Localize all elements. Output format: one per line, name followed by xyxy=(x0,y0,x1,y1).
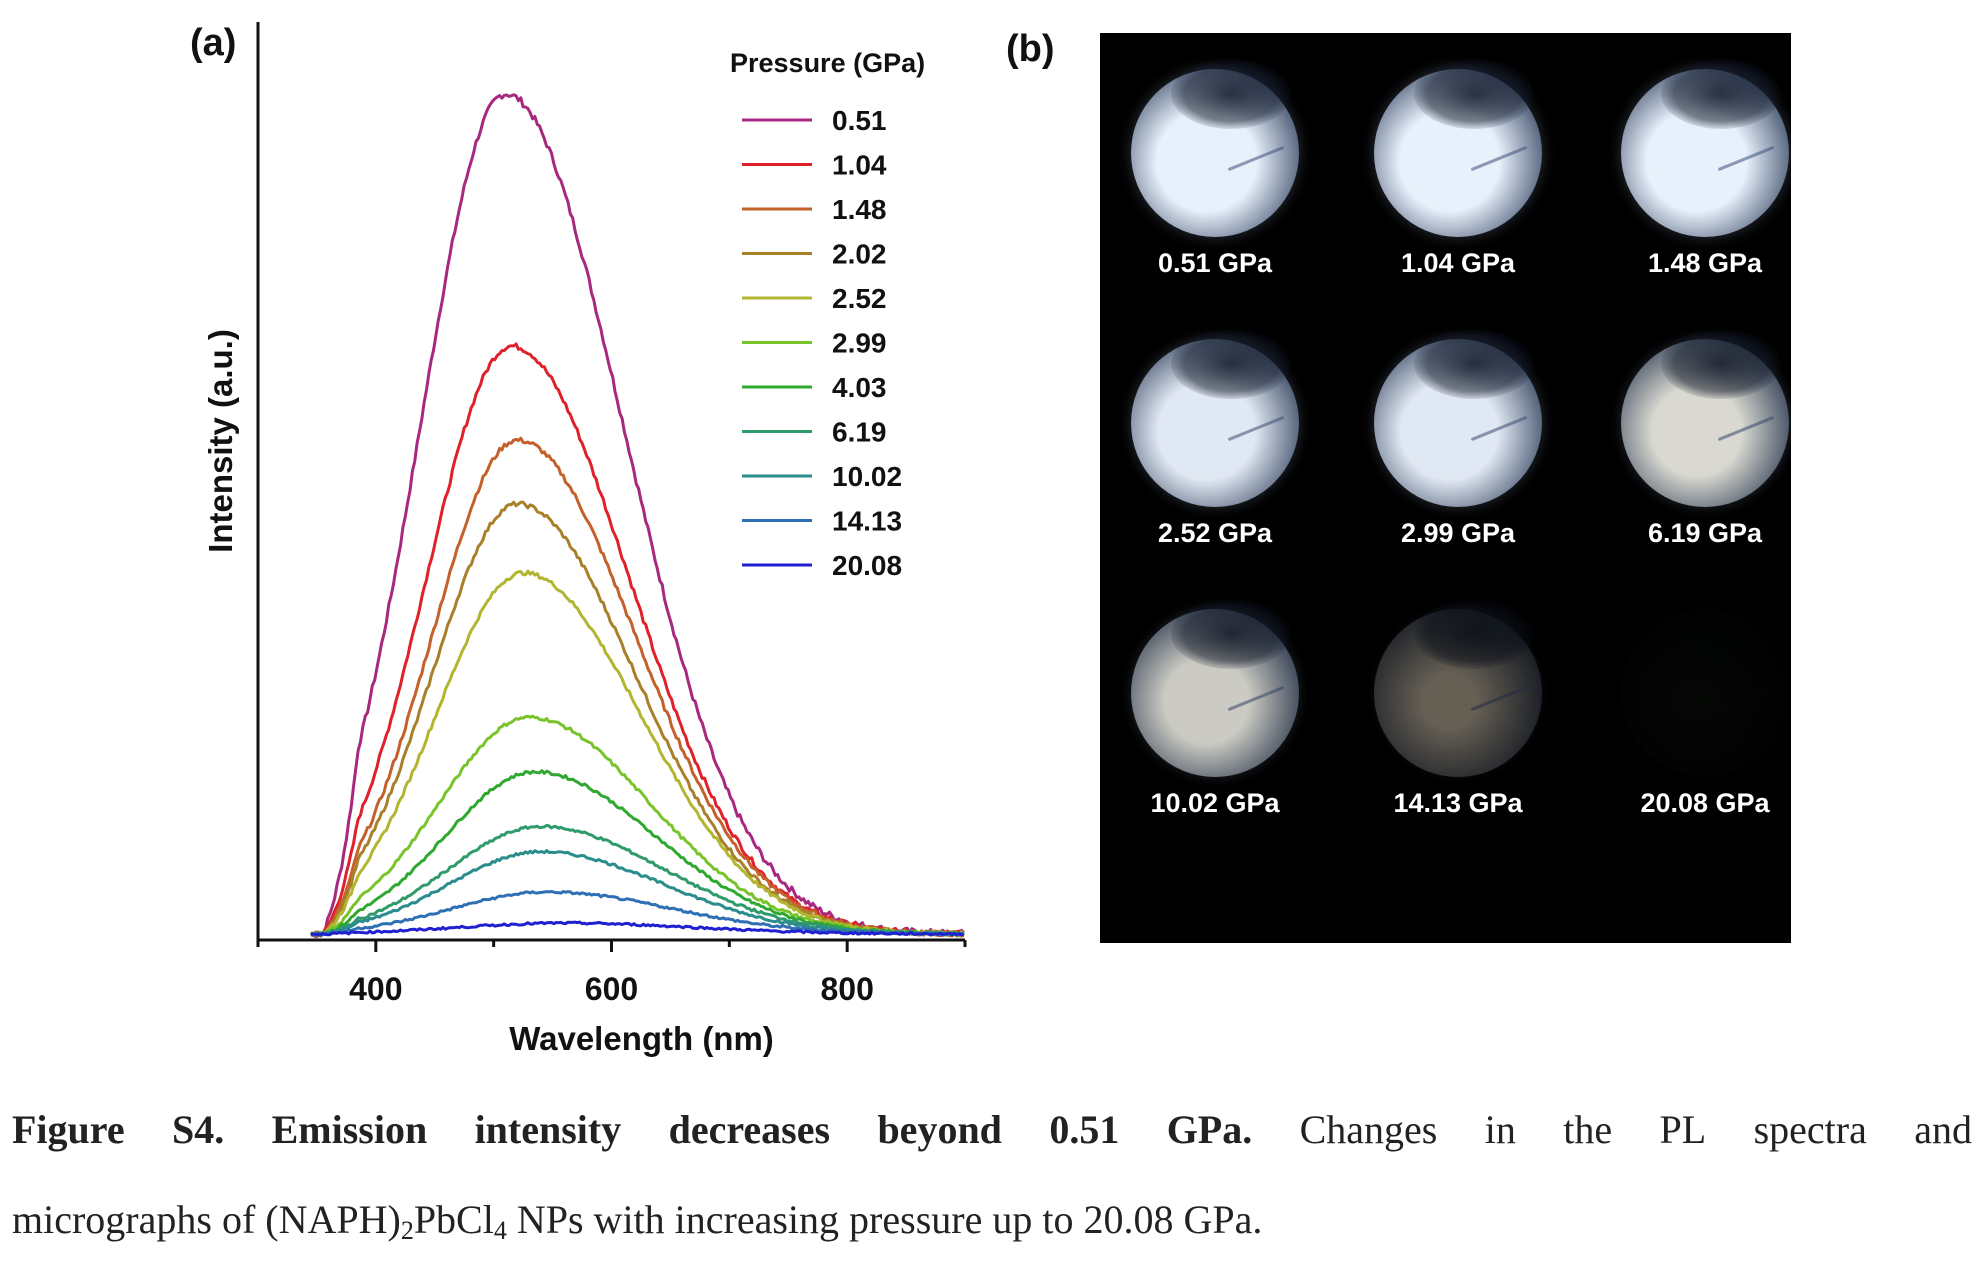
micrograph-dark-region xyxy=(1661,599,1781,669)
micrograph-disk xyxy=(1131,599,1299,777)
caption-bold-word: Emission xyxy=(271,1107,428,1152)
caption-word: PL xyxy=(1659,1107,1707,1152)
micrograph-cell: 10.02 GPa xyxy=(1100,573,1330,843)
micrograph-cell: 20.08 GPa xyxy=(1590,573,1791,843)
micrograph-disk xyxy=(1374,59,1542,237)
caption-bold-word: 0.51 xyxy=(1049,1107,1120,1152)
x-tick-label: 800 xyxy=(820,971,873,1007)
caption-bold-word: intensity xyxy=(474,1107,622,1152)
micrograph-crack xyxy=(1717,415,1775,442)
micrograph-crack xyxy=(1227,415,1285,442)
micrograph-label: 6.19 GPa xyxy=(1647,518,1763,548)
legend-entry: 2.52 xyxy=(832,283,887,314)
caption-pbcl: PbCl xyxy=(413,1197,494,1242)
micrograph-dark-region xyxy=(1661,329,1781,399)
micrograph-cell: 6.19 GPa xyxy=(1590,303,1791,573)
micrograph-crack xyxy=(1470,685,1528,712)
micrograph-disk xyxy=(1374,329,1542,507)
micrograph-panel: 0.51 GPa 1.04 GPa 1.48 GPa 2.52 GPa 2.99 GPa… xyxy=(1100,33,1791,943)
micrograph-disk xyxy=(1621,599,1789,777)
legend-entry: 2.02 xyxy=(832,239,887,270)
caption-bold-word: decreases xyxy=(668,1107,831,1152)
micrograph-label: 14.13 GPa xyxy=(1393,788,1523,818)
legend-title: Pressure (GPa) xyxy=(730,48,925,78)
micrograph-cell: 14.13 GPa xyxy=(1343,573,1573,843)
caption-bold-word: GPa. xyxy=(1166,1107,1253,1152)
micrograph-cell: 1.48 GPa xyxy=(1590,33,1791,303)
legend-entry: 20.08 xyxy=(832,550,902,581)
caption-word: in xyxy=(1484,1107,1516,1152)
caption-bold-word: beyond xyxy=(877,1107,1002,1152)
series-line-4-03 xyxy=(310,769,965,937)
caption-word: spectra xyxy=(1753,1107,1867,1152)
series-line-10-02 xyxy=(310,849,964,937)
micrograph-cell: 0.51 GPa xyxy=(1100,33,1330,303)
micrograph-dark-region xyxy=(1171,599,1291,669)
panel-a-label: (a) xyxy=(190,22,237,64)
micrograph-disk xyxy=(1374,599,1542,777)
x-tick-label: 600 xyxy=(585,971,638,1007)
micrograph-dark-region xyxy=(1171,59,1291,129)
caption-word: the xyxy=(1563,1107,1613,1152)
micrograph-label: 1.04 GPa xyxy=(1400,248,1516,278)
pl-spectra-chart: 400 600 800 Wavelength (nm) Intensity (a.u.)… xyxy=(202,22,967,1057)
micrograph-cell: 2.99 GPa xyxy=(1343,303,1573,573)
series-line-2-52 xyxy=(310,569,965,937)
series-line-20-08 xyxy=(310,920,964,937)
micrograph-crack xyxy=(1470,145,1528,172)
caption-line-1: Figure S4. Emission intensity decreases beyon… xyxy=(12,1085,1972,1175)
series-line-1-04 xyxy=(311,342,965,938)
legend-entry: 2.99 xyxy=(832,328,887,359)
micrograph-dark-region xyxy=(1661,59,1781,129)
micrograph-dark-region xyxy=(1414,329,1534,399)
caption-bold-word: Figure xyxy=(12,1107,125,1152)
micrograph-label: 1.48 GPa xyxy=(1647,248,1763,278)
micrograph-label: 2.52 GPa xyxy=(1157,518,1273,548)
micrograph-cell: 2.52 GPa xyxy=(1100,303,1330,573)
micrograph-crack xyxy=(1470,415,1528,442)
legend-entry: 4.03 xyxy=(832,372,887,403)
caption-sub-2: 2 xyxy=(400,1216,414,1245)
legend-entry: 1.04 xyxy=(832,150,887,181)
micrograph-label: 0.51 GPa xyxy=(1157,248,1273,278)
legend-entry: 10.02 xyxy=(832,461,902,492)
micrograph-dark-region xyxy=(1414,599,1534,669)
micrograph-cell: 1.04 GPa xyxy=(1343,33,1573,303)
micrograph-dark-region xyxy=(1414,59,1534,129)
caption-word: and xyxy=(1914,1107,1972,1152)
micrograph-label: 20.08 GPa xyxy=(1640,788,1770,818)
caption-bold-word: S4. xyxy=(171,1107,225,1152)
micrograph-disk xyxy=(1131,59,1299,237)
micrograph-crack xyxy=(1718,686,1775,711)
caption-suffix: NPs with increasing pressure up to 20.08… xyxy=(506,1197,1263,1242)
caption-word: Changes xyxy=(1299,1107,1438,1152)
legend-entry: 14.13 xyxy=(832,506,902,537)
micrograph-label: 2.99 GPa xyxy=(1400,518,1516,548)
micrograph-crack xyxy=(1227,685,1285,712)
figure-caption: Figure S4. Emission intensity decreases beyon… xyxy=(12,1085,1972,1265)
micrograph-dark-region xyxy=(1171,329,1291,399)
micrograph-crack xyxy=(1227,145,1285,172)
micrograph-crack xyxy=(1717,145,1775,172)
legend-entry: 6.19 xyxy=(832,417,887,448)
x-axis-label: Wavelength (nm) xyxy=(509,1020,774,1057)
caption-line-2: micrographs of (NAPH)2PbCl4 NPs with inc… xyxy=(12,1175,1972,1265)
micrograph-label: 10.02 GPa xyxy=(1150,788,1280,818)
micrograph-disk xyxy=(1621,329,1789,507)
micrograph-disk xyxy=(1621,59,1789,237)
y-axis-label: Intensity (a.u.) xyxy=(202,329,239,553)
caption-sub-4: 4 xyxy=(493,1216,507,1245)
legend-entry: 1.48 xyxy=(832,194,887,225)
x-tick-label: 400 xyxy=(349,971,402,1007)
micrograph-disk xyxy=(1131,329,1299,507)
panel-b-label: (b) xyxy=(1006,28,1055,70)
legend-entry: 0.51 xyxy=(832,105,887,136)
caption-prefix: micrographs of (NAPH) xyxy=(12,1197,401,1242)
